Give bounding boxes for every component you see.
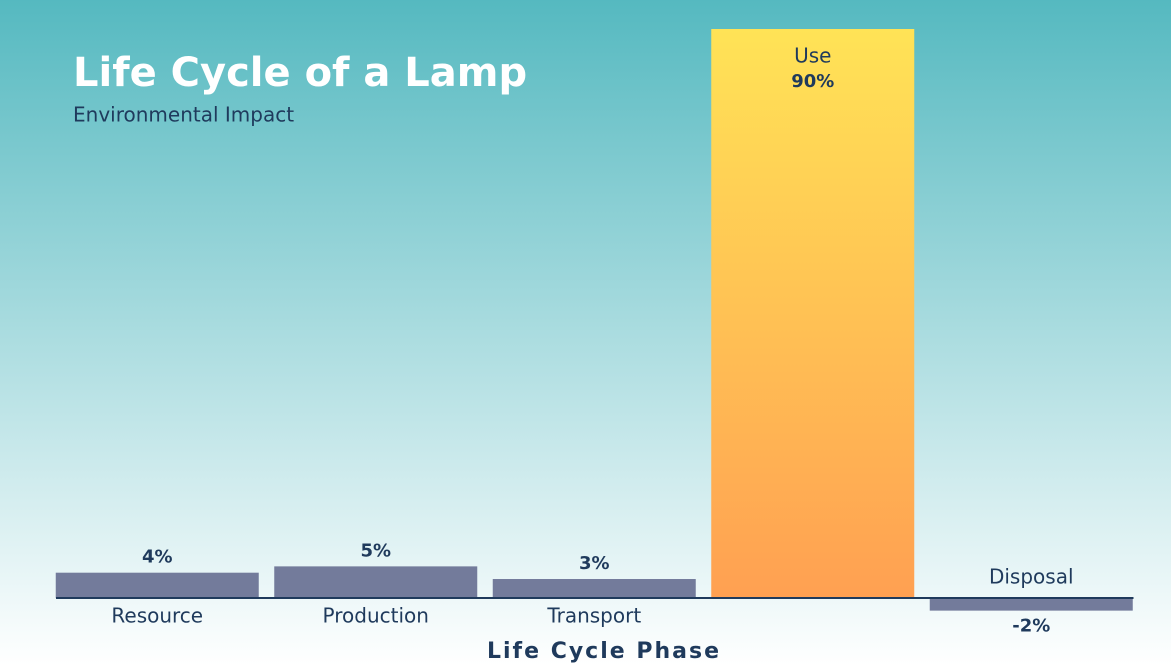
- value-label: 3%: [579, 553, 610, 574]
- value-label: 5%: [360, 540, 391, 561]
- value-label: 4%: [142, 547, 173, 568]
- value-label: -2%: [1012, 616, 1050, 637]
- bar: [929, 597, 1133, 611]
- chart-title: Life Cycle of a Lamp: [73, 50, 527, 96]
- bar: [711, 29, 915, 598]
- category-label: Resource: [111, 603, 203, 627]
- bar: [274, 566, 478, 598]
- bar: [492, 579, 696, 598]
- category-label: Transport: [546, 603, 641, 627]
- category-label: Disposal: [989, 564, 1074, 588]
- bar: [55, 572, 259, 598]
- category-label: Use: [794, 44, 831, 68]
- x-axis-label: Life Cycle Phase: [487, 639, 721, 664]
- category-label: Production: [323, 603, 429, 627]
- chart-subtitle: Environmental Impact: [73, 103, 294, 127]
- value-label: 90%: [791, 71, 834, 92]
